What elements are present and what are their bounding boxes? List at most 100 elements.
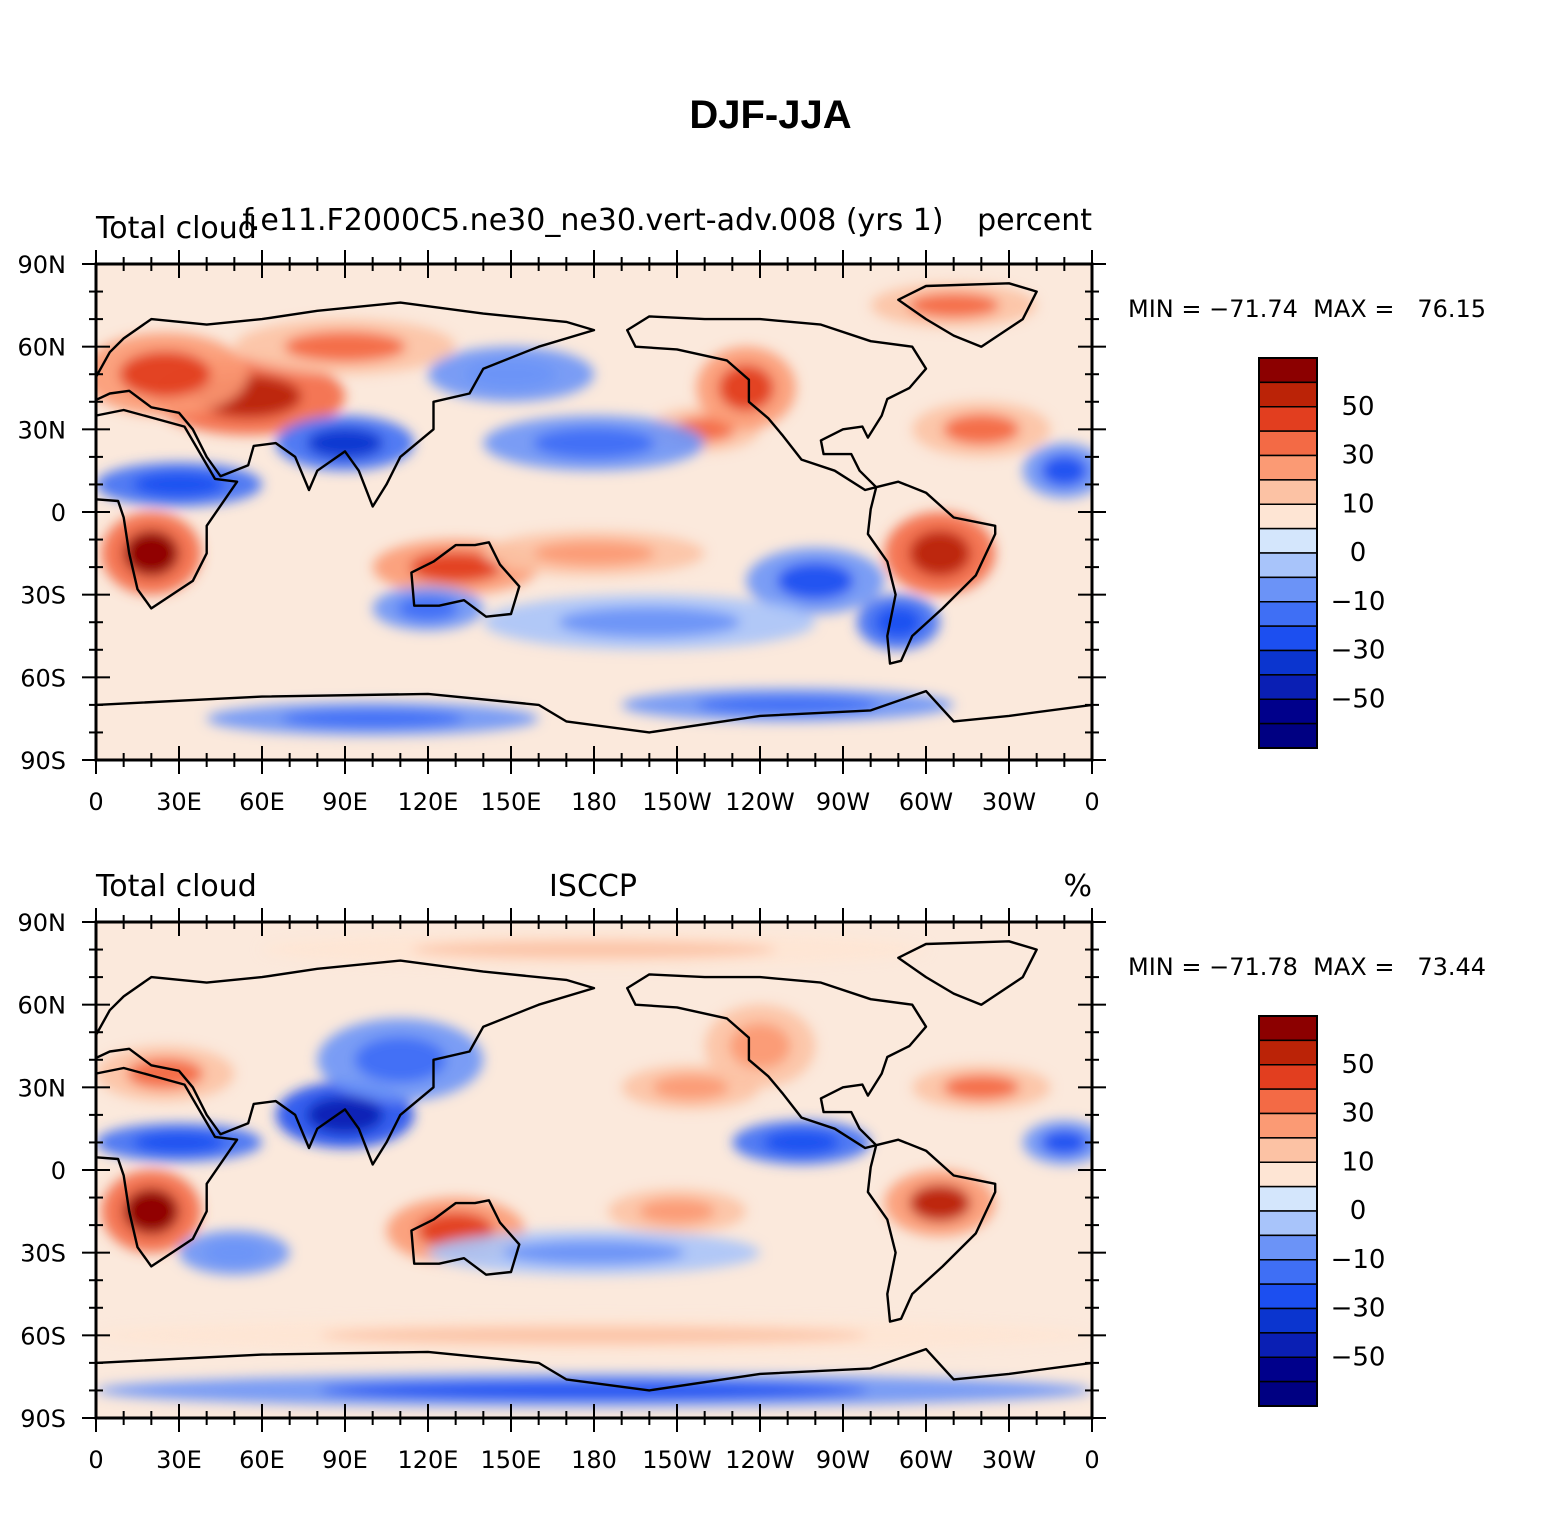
- x-tick-label: 180: [571, 788, 617, 816]
- colorbar-swatch: [1259, 577, 1317, 601]
- colorbar-swatch: [1259, 1333, 1317, 1357]
- anomaly-region-core: [133, 1132, 224, 1153]
- colorbar-label: 30: [1341, 441, 1374, 471]
- anomaly-region-core: [719, 365, 774, 410]
- y-tick-label: 60N: [18, 334, 67, 362]
- colorbar-swatch: [1259, 358, 1317, 382]
- anomaly-region-core: [908, 293, 999, 317]
- colorbar-label: 50: [1341, 392, 1374, 422]
- anomaly-region-core: [558, 607, 741, 637]
- colorbar-swatch: [1259, 1235, 1317, 1259]
- colorbar-swatch: [1259, 1187, 1317, 1211]
- colorbar-label: 0: [1350, 1196, 1367, 1226]
- x-tick-label: 150W: [642, 1446, 712, 1474]
- panel-title-right: percent: [977, 203, 1092, 238]
- colorbar-swatch: [1259, 626, 1317, 650]
- map-area: [49, 922, 1106, 1418]
- colorbar-label: 10: [1341, 489, 1374, 519]
- anomaly-region-core: [777, 563, 853, 599]
- x-tick-label: 90W: [816, 788, 870, 816]
- colorbar-label: −50: [1331, 1342, 1386, 1372]
- x-tick-label: 60W: [899, 1446, 953, 1474]
- colorbar-swatch: [1259, 431, 1317, 455]
- anomaly-region-core: [320, 1326, 868, 1344]
- colorbar-swatch: [1259, 602, 1317, 626]
- colorbar-label: −30: [1331, 636, 1386, 666]
- colorbar-label: −30: [1331, 1294, 1386, 1324]
- anomaly-region-core: [763, 1130, 839, 1154]
- y-tick-label: 30S: [20, 1240, 66, 1268]
- x-tick-label: 150E: [481, 788, 542, 816]
- x-tick-label: 30W: [982, 1446, 1036, 1474]
- anomaly-region-core: [398, 596, 459, 620]
- map-area: [49, 264, 1106, 760]
- panel-title-left: Total cloud: [95, 869, 257, 904]
- y-tick-label: 90N: [18, 251, 67, 279]
- colorbar-label: −50: [1331, 684, 1386, 714]
- y-tick-label: 0: [51, 499, 66, 527]
- colorbar-swatch: [1259, 1016, 1317, 1040]
- x-tick-label: 60W: [899, 788, 953, 816]
- colorbar-swatch: [1259, 504, 1317, 528]
- y-tick-label: 90S: [20, 1405, 66, 1433]
- x-tick-label: 90E: [322, 788, 368, 816]
- colorbar-swatch: [1259, 1211, 1317, 1235]
- anomaly-region-core: [639, 1199, 715, 1223]
- colorbar-swatch: [1259, 1138, 1317, 1162]
- colorbar-swatch: [1259, 1040, 1317, 1064]
- anomaly-region-core: [1042, 456, 1088, 486]
- y-tick-label: 90N: [18, 909, 67, 937]
- colorbar-swatch: [1259, 480, 1317, 504]
- y-tick-label: 30N: [18, 1074, 67, 1102]
- x-tick-label: 30E: [156, 1446, 202, 1474]
- y-tick-label: 30N: [18, 416, 67, 444]
- colorbar-label: 30: [1341, 1099, 1374, 1129]
- colorbar-swatch: [1259, 1284, 1317, 1308]
- min-max-label: MIN = −71.74 MAX = 76.15: [1128, 295, 1486, 323]
- x-tick-label: 0: [1084, 788, 1099, 816]
- colorbar-swatch: [1259, 1162, 1317, 1186]
- colorbar-swatch: [1259, 1114, 1317, 1138]
- y-tick-label: 60S: [20, 1322, 66, 1350]
- anomaly-region-core: [943, 1075, 1019, 1099]
- colorbar-label: 50: [1341, 1050, 1374, 1080]
- anomaly-region-core: [909, 531, 970, 576]
- colorbar-label: −10: [1331, 587, 1386, 617]
- x-tick-label: 90E: [322, 1446, 368, 1474]
- colorbar-label: 10: [1341, 1147, 1374, 1177]
- anomaly-region-core: [943, 414, 1019, 444]
- x-tick-label: 0: [88, 1446, 103, 1474]
- colorbar-swatch: [1259, 382, 1317, 406]
- x-tick-label: 120W: [725, 788, 795, 816]
- anomaly-region-core: [204, 1241, 265, 1265]
- anomaly-region-core: [355, 1037, 446, 1082]
- anomaly-region-core: [281, 710, 464, 728]
- anomaly-region-core: [1042, 1130, 1088, 1154]
- colorbar-swatch: [1259, 1260, 1317, 1284]
- colorbar-swatch: [1259, 1309, 1317, 1333]
- x-tick-label: 60E: [239, 788, 285, 816]
- anomaly-region-core: [533, 428, 655, 458]
- panel-observation: Total cloud ISCCP % MIN = −71.78 MAX = 7…: [0, 838, 1541, 1498]
- anomaly-region-core: [133, 472, 224, 496]
- colorbar-swatch: [1259, 456, 1317, 480]
- anomaly-region-core: [127, 1058, 203, 1088]
- colorbar-swatch: [1259, 1382, 1317, 1406]
- panel-title-center: f.e11.F2000C5.ne30_ne30.vert-adv.008 (yr…: [242, 203, 943, 238]
- colorbar-swatch: [1259, 529, 1317, 553]
- colorbar-label: 0: [1350, 538, 1367, 568]
- colorbar-swatch: [1259, 553, 1317, 577]
- x-tick-label: 30W: [982, 788, 1036, 816]
- anomaly-region-core: [307, 428, 383, 458]
- x-tick-label: 120E: [398, 788, 459, 816]
- x-tick-label: 150E: [481, 1446, 542, 1474]
- colorbar-swatch: [1259, 1089, 1317, 1113]
- colorbar-swatch: [1259, 407, 1317, 431]
- panel-model-difference: Total cloud f.e11.F2000C5.ne30_ne30.vert…: [0, 180, 1541, 840]
- panel-title-right: %: [1063, 869, 1092, 904]
- y-tick-label: 60N: [18, 992, 67, 1020]
- panel-title-left: Total cloud: [95, 211, 257, 246]
- x-tick-label: 180: [571, 1446, 617, 1474]
- anomaly-region-core: [411, 940, 776, 958]
- y-tick-label: 0: [51, 1157, 66, 1185]
